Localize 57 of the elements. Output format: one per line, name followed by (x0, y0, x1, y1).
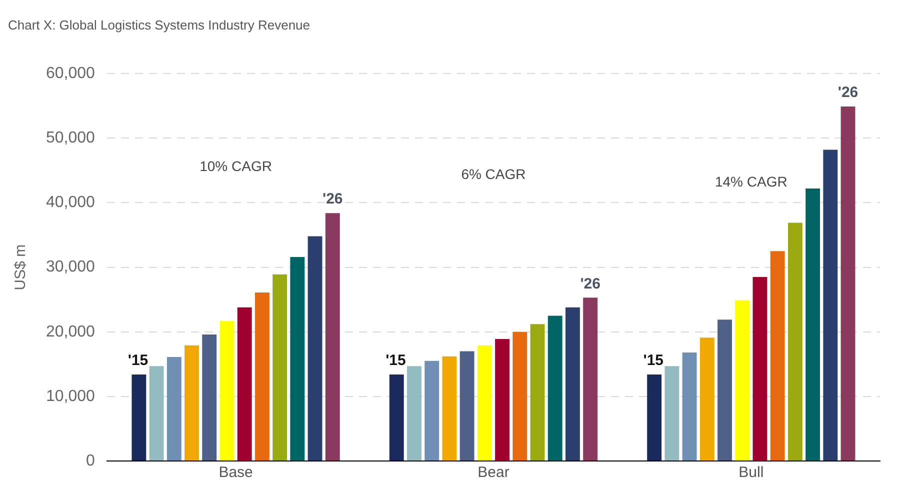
bar (166, 357, 182, 460)
bar (495, 338, 510, 460)
bar (184, 345, 199, 460)
bar (530, 324, 545, 460)
bar (254, 292, 270, 460)
y-tick-label: 40,000 (46, 194, 96, 212)
bar (220, 320, 234, 460)
bar (460, 351, 474, 460)
bar (806, 188, 820, 460)
bar (308, 236, 322, 460)
bar (290, 256, 305, 460)
bar (565, 307, 580, 460)
annotation: '26 (580, 275, 600, 292)
bar (407, 366, 422, 460)
bar (237, 307, 252, 460)
bar (132, 374, 146, 460)
bar (682, 352, 697, 460)
bar (477, 345, 492, 460)
annotation: '26 (838, 84, 858, 102)
y-axis-title: US$ m (12, 244, 30, 290)
annotation: '15 (643, 352, 664, 370)
annotation: 10% CAGR (200, 158, 272, 174)
y-tick-label: 20,000 (46, 323, 96, 340)
bar (840, 106, 856, 460)
bar (325, 213, 340, 460)
bar (735, 300, 750, 460)
bar (389, 374, 404, 460)
bar (272, 274, 288, 460)
x-tick-label: Bull (738, 464, 764, 482)
annotation: '26 (322, 190, 343, 208)
annotation: 6% CAGR (461, 166, 526, 182)
y-tick-label: 0 (86, 452, 96, 470)
bar (583, 298, 598, 460)
x-tick-label: Bear (478, 464, 510, 482)
bar (424, 360, 440, 460)
bar (512, 332, 528, 460)
y-tick-label: 50,000 (46, 130, 96, 147)
annotation: '15 (386, 352, 406, 370)
bar (664, 366, 680, 460)
bar (718, 320, 732, 460)
bar (770, 251, 785, 460)
y-tick-label: 10,000 (46, 388, 96, 405)
bar (202, 334, 217, 460)
annotation: '15 (128, 352, 148, 370)
annotation: 14% CAGR (714, 174, 788, 190)
bar (788, 222, 802, 460)
y-tick-label: 30,000 (46, 258, 96, 276)
bar (752, 276, 768, 460)
bar (700, 338, 714, 460)
bar (442, 356, 457, 460)
bar (823, 150, 838, 460)
bar (548, 316, 562, 460)
chart-title: Chart X: Global Logistics Systems Industry Revenue (8, 17, 310, 32)
y-tick-label: 60,000 (46, 65, 96, 82)
bar (647, 374, 662, 460)
bar (149, 366, 164, 460)
x-tick-label: Base (218, 464, 253, 482)
